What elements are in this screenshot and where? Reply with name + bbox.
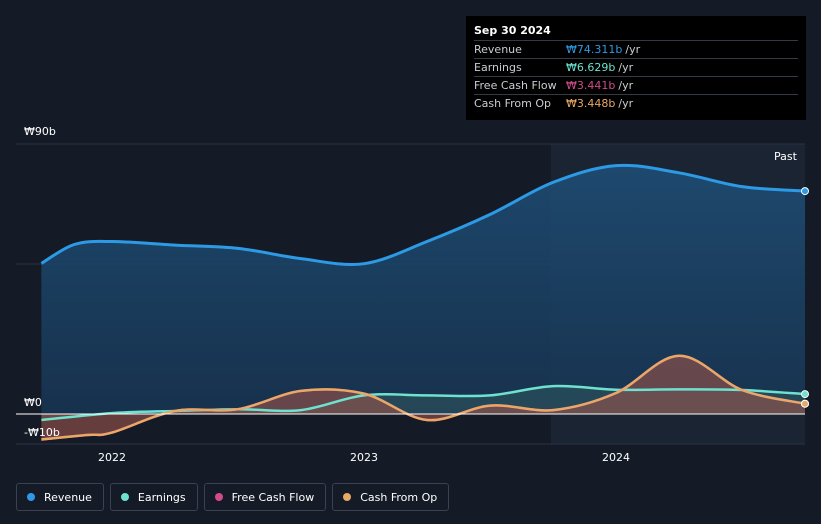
free-cash-flow-dot-icon bbox=[214, 493, 223, 501]
revenue-end-point bbox=[801, 187, 809, 196]
revenue-line bbox=[40, 163, 806, 267]
tooltip-panel: Sep 30 2024 Revenue ₩74.311b /yr Earning… bbox=[466, 16, 806, 120]
x-tick-label-2022: 2022 bbox=[98, 451, 126, 464]
legend-label: Revenue bbox=[44, 490, 92, 504]
tooltip-unit: /yr bbox=[618, 79, 634, 92]
earnings-dot-icon bbox=[120, 493, 129, 501]
tooltip-row-revenue: Revenue ₩74.311b /yr bbox=[474, 40, 798, 58]
revenue-dot-icon bbox=[27, 493, 35, 501]
tooltip-label: Free Cash Flow bbox=[474, 79, 557, 92]
tooltip-value: ₩6.629b bbox=[566, 61, 616, 74]
earnings-end-point bbox=[801, 390, 809, 399]
tooltip-row-cash-from-op: Cash From Op ₩3.448b /yr bbox=[474, 94, 798, 112]
tooltip-label: Earnings bbox=[474, 61, 522, 74]
tooltip-unit: /yr bbox=[625, 43, 641, 56]
legend-item-revenue[interactable]: Revenue bbox=[16, 483, 104, 511]
cash-from-op-dot-icon bbox=[343, 493, 352, 501]
legend-item-free-cash-flow[interactable]: Free Cash Flow bbox=[203, 483, 327, 511]
tooltip-date: Sep 30 2024 bbox=[474, 24, 551, 37]
legend-label: Cash From Op bbox=[360, 490, 438, 504]
x-tick-label-2024: 2024 bbox=[602, 451, 630, 464]
cash-from-op-end-point bbox=[801, 399, 809, 408]
tooltip-value: ₩3.441b bbox=[566, 79, 616, 92]
legend-item-cash-from-op[interactable]: Cash From Op bbox=[332, 483, 450, 511]
x-tick-label-2023: 2023 bbox=[350, 451, 378, 464]
tooltip-unit: /yr bbox=[618, 97, 634, 110]
legend: Revenue Earnings Free Cash Flow Cash Fro… bbox=[16, 483, 450, 511]
legend-item-earnings[interactable]: Earnings bbox=[109, 483, 198, 511]
cash-from-op-line bbox=[41, 354, 806, 441]
legend-label: Free Cash Flow bbox=[231, 490, 315, 504]
past-label: Past bbox=[774, 150, 797, 163]
tooltip-value: ₩3.448b bbox=[566, 97, 616, 110]
revenue-area bbox=[41, 165, 805, 414]
legend-label: Earnings bbox=[137, 490, 186, 504]
free-cash-flow-area bbox=[41, 355, 805, 440]
y-tick-label-zero: ₩0 bbox=[24, 396, 42, 409]
cash-from-op-area bbox=[41, 355, 805, 440]
tooltip-row-earnings: Earnings ₩6.629b /yr bbox=[474, 58, 798, 76]
tooltip-row-free-cash-flow: Free Cash Flow ₩3.441b /yr bbox=[474, 76, 798, 94]
tooltip-value: ₩74.311b bbox=[566, 43, 623, 56]
tooltip-unit: /yr bbox=[618, 61, 634, 74]
y-tick-label-top: ₩90b bbox=[24, 125, 56, 138]
tooltip-label: Revenue bbox=[474, 43, 522, 56]
tooltip-label: Cash From Op bbox=[474, 97, 552, 110]
y-tick-label-bottom: -₩10b bbox=[24, 426, 60, 439]
